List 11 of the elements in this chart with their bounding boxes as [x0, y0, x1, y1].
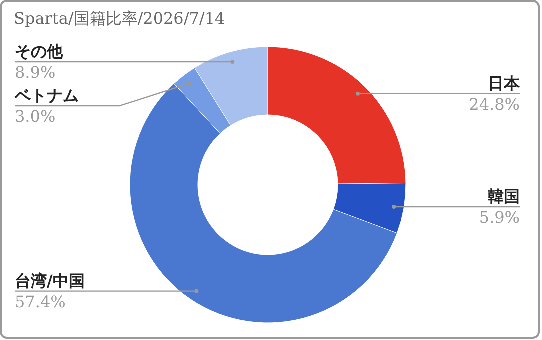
data-label: 8.9%	[15, 62, 56, 82]
slice-label: その他	[15, 42, 64, 61]
chart-title: Sparta/国籍比率/2026/7/14	[14, 9, 226, 28]
slice-label: 韓国	[488, 187, 520, 206]
data-label: 5.9%	[479, 208, 520, 228]
slice-label: 日本	[488, 74, 521, 93]
data-label: 24.8%	[469, 94, 520, 114]
data-label: 57.4%	[15, 292, 66, 312]
slice-label: ベトナム	[14, 86, 79, 105]
slice-label: 台湾/中国	[15, 271, 85, 290]
data-label: 3.0%	[15, 106, 56, 126]
